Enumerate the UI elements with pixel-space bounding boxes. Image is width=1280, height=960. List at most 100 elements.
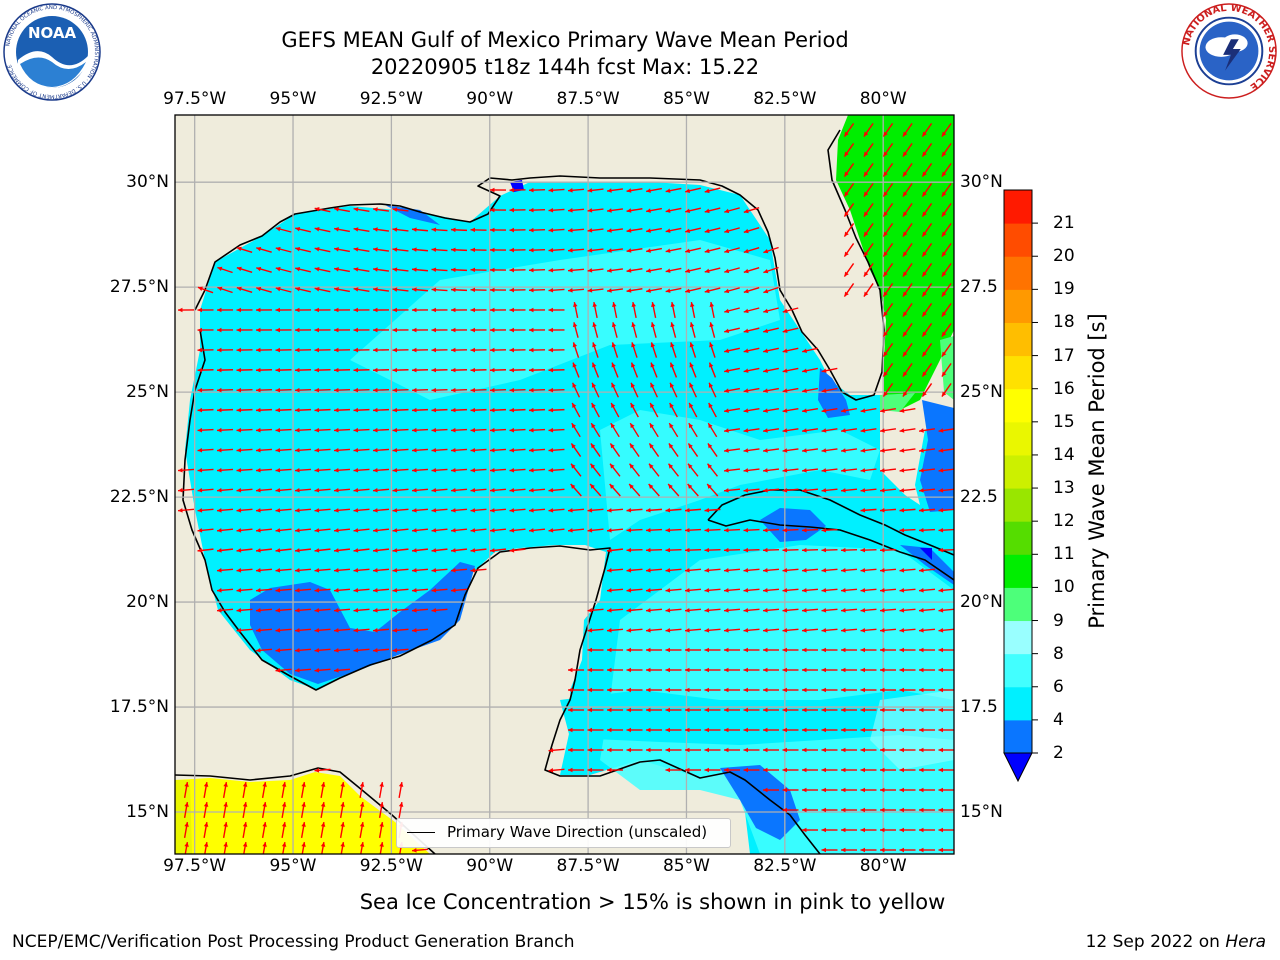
- wave-direction-arrow: [548, 528, 565, 533]
- wave-direction-arrow: [528, 327, 546, 333]
- wave-direction-arrow: [763, 307, 779, 314]
- wave-direction-arrow: [236, 528, 253, 533]
- title-line-2: 20220905 t18z 144h fcst Max: 15.22: [370, 55, 760, 79]
- wave-direction-arrow: [860, 448, 877, 453]
- wave-direction-arrow: [723, 488, 741, 493]
- wave-direction-arrow: [281, 781, 287, 799]
- colorbar-segment: [1004, 421, 1032, 456]
- wave-direction-arrow: [340, 841, 345, 854]
- wave-direction-arrow: [821, 588, 838, 593]
- latitude-tick-label: 22.5°N: [109, 487, 169, 508]
- wave-direction-arrow: [275, 286, 292, 293]
- wave-direction-arrow: [314, 467, 331, 473]
- wave-direction-arrow: [918, 608, 936, 613]
- wave-direction-arrow: [902, 223, 913, 237]
- wave-direction-arrow: [216, 347, 234, 353]
- wave-direction-arrow: [489, 528, 507, 533]
- wave-direction-arrow: [255, 608, 273, 613]
- wave-direction-arrow: [626, 707, 643, 713]
- wave-direction-arrow: [821, 608, 838, 613]
- wave-direction-arrow: [528, 227, 546, 233]
- wave-direction-arrow: [431, 407, 448, 413]
- wave-direction-arrow: [411, 347, 429, 353]
- wave-direction-arrow: [255, 387, 273, 393]
- wave-direction-arrow: [528, 347, 546, 353]
- wave-direction-arrow: [899, 767, 916, 773]
- wave-direction-arrow: [685, 647, 701, 653]
- wave-direction-arrow: [548, 447, 565, 453]
- wave-direction-arrow: [275, 648, 292, 653]
- wave-direction-arrow: [938, 667, 954, 673]
- wave-direction-arrow: [684, 608, 702, 613]
- wave-direction-arrow: [843, 263, 855, 277]
- colorbar-tick-label: 19: [1053, 279, 1075, 300]
- wave-direction-arrow: [645, 628, 663, 633]
- wave-direction-arrow: [607, 687, 623, 693]
- wave-direction-arrow: [372, 367, 390, 373]
- wave-direction-arrow: [314, 648, 331, 653]
- wave-direction-arrow: [919, 727, 935, 733]
- wave-direction-arrow: [587, 208, 604, 213]
- wave-direction-arrow: [821, 367, 838, 373]
- wave-direction-arrow: [378, 801, 384, 819]
- wave-direction-arrow: [921, 163, 933, 177]
- wave-direction-arrow: [902, 123, 913, 137]
- wave-direction-arrow: [882, 263, 894, 277]
- pacific-yellow-green-edge: [175, 780, 192, 854]
- wave-direction-arrow: [489, 548, 507, 553]
- wave-direction-arrow: [509, 548, 526, 553]
- wave-direction-arrow: [724, 327, 740, 334]
- wave-direction-arrow: [665, 687, 682, 693]
- wave-direction-arrow: [255, 367, 273, 373]
- latitude-tick-label: 20°N: [126, 592, 169, 613]
- wave-direction-arrow: [821, 767, 838, 773]
- wave-direction-arrow: [646, 287, 662, 293]
- wave-direction-arrow: [489, 467, 507, 473]
- wave-direction-arrow: [941, 123, 952, 137]
- wave-direction-arrow: [334, 287, 350, 293]
- wave-direction-arrow: [359, 801, 365, 819]
- caribbean-east-very-low-period: [920, 548, 932, 560]
- wave-direction-arrow: [587, 767, 604, 773]
- wave-direction-arrow: [592, 342, 599, 358]
- wave-direction-arrow: [921, 243, 933, 257]
- wave-direction-arrow: [801, 527, 819, 533]
- wave-direction-arrow: [567, 228, 585, 233]
- wave-direction-arrow: [762, 488, 780, 493]
- wave-direction-arrow: [295, 246, 311, 253]
- wave-direction-arrow: [919, 667, 935, 673]
- wave-direction-arrow: [197, 387, 214, 393]
- light-cyan-band-north: [350, 240, 780, 400]
- wave-direction-arrow: [646, 187, 662, 193]
- wave-direction-arrow: [314, 768, 331, 773]
- wave-direction-arrow: [724, 207, 740, 214]
- wave-direction-arrow: [646, 227, 662, 233]
- wave-direction-arrow: [626, 608, 643, 613]
- wave-direction-arrow: [665, 267, 682, 273]
- wave-direction-arrow: [704, 187, 721, 194]
- wave-direction-arrow: [314, 227, 331, 233]
- latitude-tick-label-right: 25°N: [960, 382, 1003, 403]
- wave-direction-arrow: [648, 483, 660, 497]
- wave-direction-arrow: [802, 727, 818, 733]
- wave-direction-arrow: [709, 322, 716, 338]
- wave-direction-arrow: [646, 747, 662, 753]
- colorbar-segment: [1004, 289, 1032, 323]
- wave-direction-arrow: [743, 547, 760, 553]
- wave-direction-arrow: [177, 307, 195, 313]
- wave-direction-arrow: [353, 548, 370, 553]
- wave-direction-arrow: [236, 387, 253, 393]
- wave-direction-arrow: [723, 407, 741, 413]
- wave-direction-arrow: [216, 528, 234, 533]
- wave-direction-arrow: [843, 123, 855, 137]
- wave-direction-arrow: [489, 207, 507, 213]
- wave-direction-arrow: [669, 382, 678, 398]
- wave-direction-arrow: [899, 747, 916, 753]
- wave-direction-arrow: [821, 747, 838, 753]
- wave-direction-arrow: [450, 367, 468, 373]
- wave-direction-arrow: [665, 527, 682, 533]
- wave-direction-arrow: [242, 801, 248, 819]
- wave-direction-arrow: [645, 547, 663, 553]
- wave-direction-arrow: [782, 667, 799, 673]
